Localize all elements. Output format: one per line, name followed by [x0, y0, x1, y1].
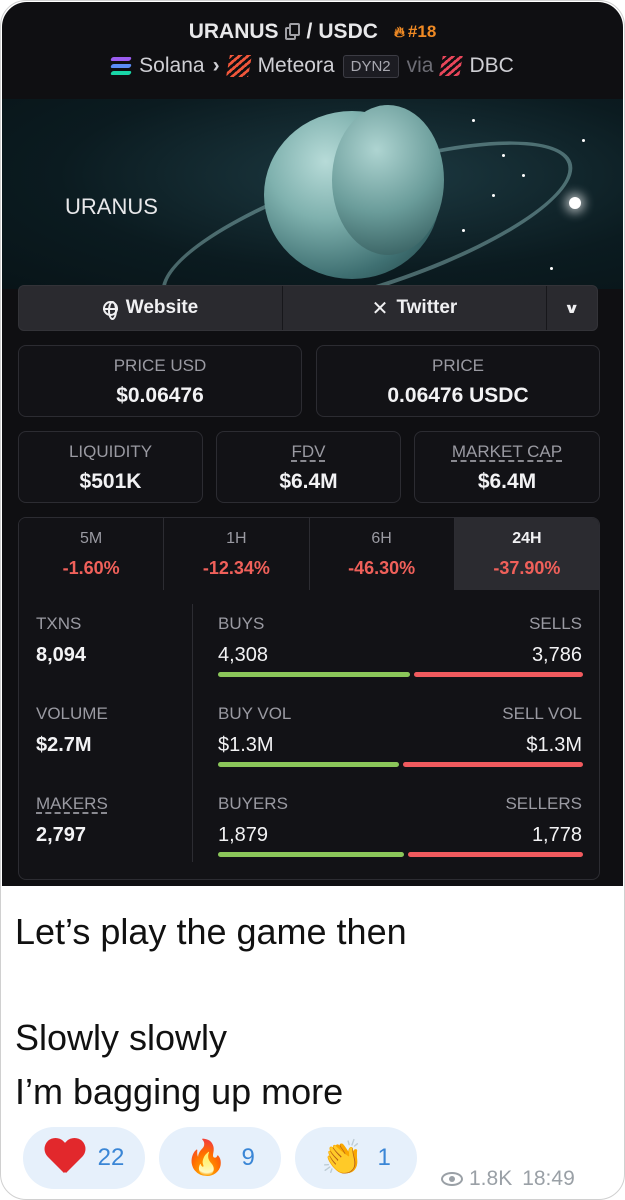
makers-value: 2,797	[36, 824, 87, 846]
panel-divider	[192, 604, 193, 862]
txns-label: TXNS	[36, 614, 82, 633]
star	[472, 119, 475, 122]
x-logo-icon: ✕	[371, 297, 389, 320]
launchpad-name[interactable]: DBC	[469, 54, 514, 77]
quote-symbol: USDC	[318, 20, 378, 43]
star	[550, 267, 553, 270]
trending-rank[interactable]: 🔥︎ #18	[393, 22, 437, 41]
website-button[interactable]: Website	[19, 286, 283, 330]
dbc-icon	[439, 56, 464, 76]
market-cap-box[interactable]: MARKET CAP $6.4M	[414, 431, 600, 503]
market-cap-value: $6.4M	[477, 470, 537, 493]
bright-star	[569, 197, 581, 209]
solana-icon	[110, 57, 133, 75]
chain-name[interactable]: Solana	[139, 54, 205, 77]
reaction-fire[interactable]: 🔥 9	[159, 1127, 281, 1189]
sell-vol-label: SELL VOL	[502, 704, 582, 723]
buy-vol-label: BUY VOL	[218, 704, 292, 723]
star	[582, 139, 585, 142]
more-links-button[interactable]: ∨	[547, 286, 597, 330]
planet-lobe	[332, 105, 444, 255]
buys-value: 4,308	[218, 644, 269, 666]
reactions-bar: 22 🔥 9 👏 1	[23, 1127, 417, 1189]
heart-icon	[44, 1139, 84, 1177]
volume-label: VOLUME	[36, 704, 108, 723]
globe-icon	[102, 300, 118, 320]
star	[462, 229, 465, 232]
liquidity-label: LIQUIDITY	[68, 442, 153, 461]
base-symbol: URANUS	[188, 20, 279, 43]
fdv-box[interactable]: FDV $6.4M	[216, 431, 401, 503]
tab-5m[interactable]: 5M -1.60%	[19, 518, 165, 590]
buys-label: BUYS	[218, 614, 265, 633]
message-line-2: Slowly slowly	[15, 1017, 228, 1058]
txns-value: 8,094	[36, 644, 87, 666]
buy-vol-bar	[218, 762, 399, 767]
star	[492, 194, 495, 197]
copy-icon[interactable]	[284, 23, 301, 41]
price-usd-label: PRICE USD	[113, 356, 207, 375]
chevron-down-icon: ∨	[564, 299, 580, 316]
makers-label[interactable]: MAKERS	[36, 794, 108, 813]
clap-icon: 👏	[321, 1139, 364, 1177]
price-quote-box: PRICE 0.06476 USDC	[316, 345, 600, 417]
buyers-value: 1,879	[218, 824, 269, 846]
liquidity-box: LIQUIDITY $501K	[18, 431, 203, 503]
sells-value: 3,786	[531, 644, 582, 666]
token-banner: URANUS	[2, 99, 623, 289]
flame-icon: 🔥︎	[393, 23, 405, 41]
chain-breadcrumb: Solana › Meteora DYN2 via DBC	[2, 54, 623, 78]
buyers-label: BUYERS	[218, 794, 288, 813]
dex-version-badge: DYN2	[342, 54, 399, 78]
market-cap-label: MARKET CAP	[451, 442, 563, 461]
banner-token-name: URANUS	[65, 194, 158, 219]
pair-separator: /	[306, 20, 313, 43]
twitter-button[interactable]: ✕ Twitter	[283, 286, 547, 330]
dex-name[interactable]: Meteora	[257, 54, 335, 77]
via-label: via	[406, 54, 434, 77]
buyers-bar	[218, 852, 404, 857]
buy-vol-value: $1.3M	[218, 734, 274, 756]
fdv-label: FDV	[291, 442, 326, 461]
sell-vol-value: $1.3M	[526, 734, 582, 756]
tab-24h[interactable]: 24H -37.90%	[454, 518, 599, 590]
message-time: 18:49	[522, 1167, 575, 1190]
sells-bar	[414, 672, 583, 677]
chevron-right-icon: ›	[212, 54, 220, 77]
token-embed: URANUS / USDC 🔥︎ #18 Solana › Meteora DY…	[2, 2, 623, 886]
reaction-heart[interactable]: 22	[23, 1127, 145, 1189]
links-bar: Website ✕ Twitter ∨	[18, 285, 598, 331]
tab-1h[interactable]: 1H -12.34%	[164, 518, 310, 590]
sell-vol-bar	[403, 762, 583, 767]
star	[502, 154, 505, 157]
pair-title: URANUS / USDC 🔥︎ #18	[2, 20, 623, 44]
transactions-panel: TXNS 8,094 BUYS 4,308 SELLS 3,786 VOLUME…	[18, 590, 600, 880]
buys-bar	[218, 672, 410, 677]
message-meta: 1.8K 18:49	[441, 1167, 575, 1191]
sellers-label: SELLERS	[505, 794, 582, 813]
price-usd-value: $0.06476	[116, 384, 204, 407]
sellers-bar	[408, 852, 583, 857]
price-usd-box: PRICE USD $0.06476	[18, 345, 302, 417]
volume-value: $2.7M	[36, 734, 92, 756]
fire-icon: 🔥	[185, 1139, 228, 1177]
reaction-clap[interactable]: 👏 1	[295, 1127, 417, 1189]
sellers-value: 1,778	[531, 824, 582, 846]
message-line-3: I’m bagging up more	[15, 1071, 344, 1112]
meteora-icon	[225, 55, 252, 77]
fdv-value: $6.4M	[279, 470, 338, 493]
star	[522, 174, 525, 177]
message-line-1: Let’s play the game then	[15, 911, 407, 952]
timeframe-tabs: 5M -1.60% 1H -12.34% 6H -46.30% 24H -37.…	[18, 517, 600, 591]
eye-icon	[441, 1172, 463, 1186]
price-quote-value: 0.06476 USDC	[387, 384, 529, 407]
price-quote-label: PRICE	[432, 356, 484, 375]
view-count: 1.8K	[469, 1167, 513, 1190]
tab-6h[interactable]: 6H -46.30%	[309, 518, 455, 590]
sells-label: SELLS	[529, 614, 582, 633]
liquidity-value: $501K	[79, 470, 142, 493]
